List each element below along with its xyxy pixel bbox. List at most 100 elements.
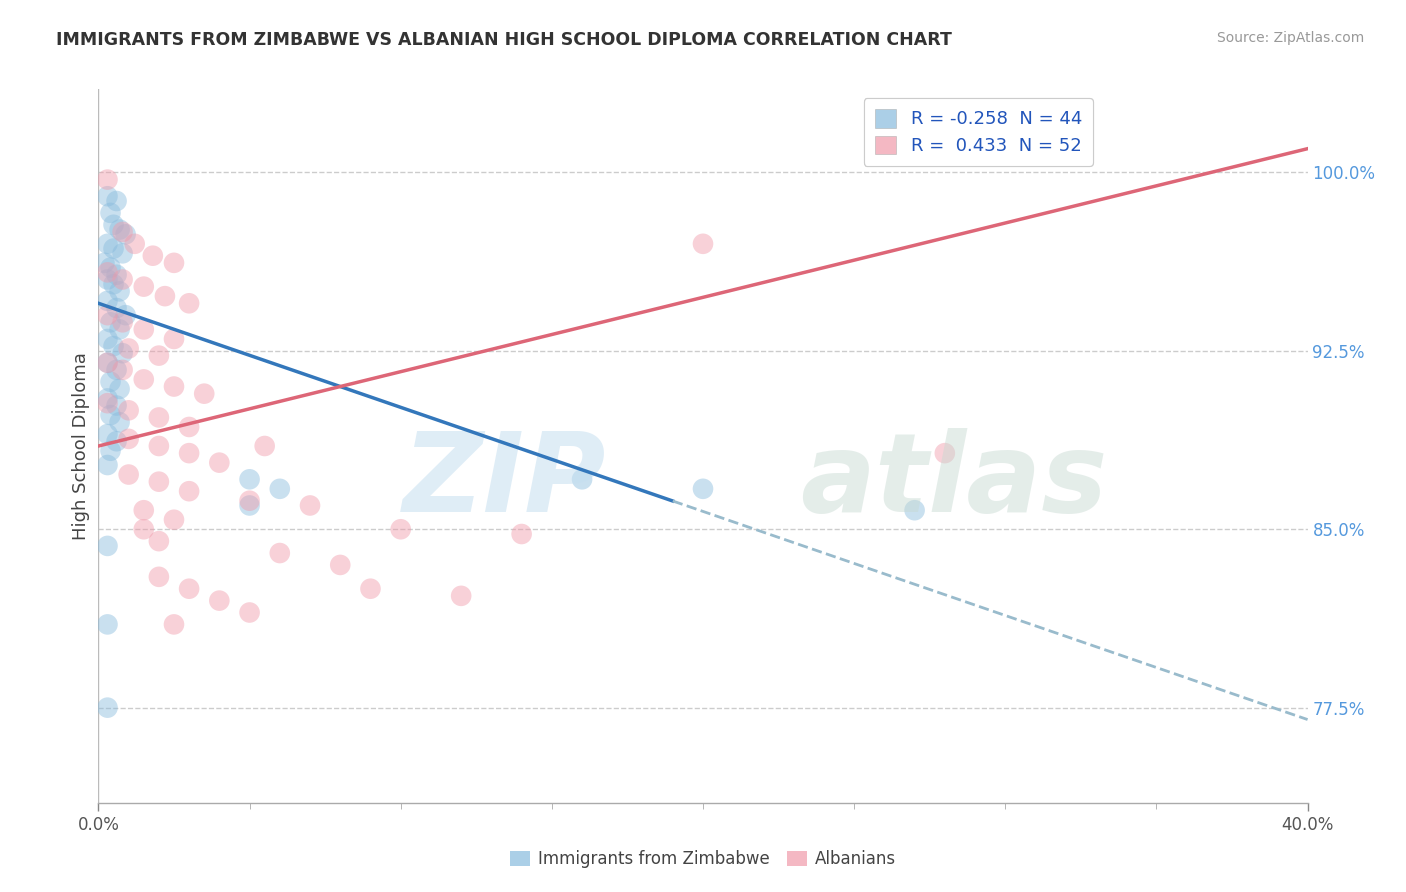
Point	[111, 225, 134, 239]
Point	[692, 482, 714, 496]
Point	[100, 260, 122, 275]
Point	[450, 589, 472, 603]
Point	[132, 279, 155, 293]
Point	[179, 446, 201, 460]
Point	[148, 439, 170, 453]
Point	[96, 293, 118, 308]
Point	[571, 472, 593, 486]
Point	[96, 308, 118, 322]
Point	[389, 522, 412, 536]
Point	[103, 242, 125, 256]
Point	[108, 415, 131, 429]
Text: Source: ZipAtlas.com: Source: ZipAtlas.com	[1216, 31, 1364, 45]
Point	[105, 194, 128, 208]
Point	[148, 570, 170, 584]
Point	[93, 256, 115, 270]
Point	[179, 484, 201, 499]
Point	[105, 301, 128, 315]
Point	[96, 356, 118, 370]
Point	[96, 392, 118, 406]
Point	[103, 218, 125, 232]
Point	[111, 246, 134, 260]
Point	[108, 222, 131, 236]
Point	[179, 420, 201, 434]
Point	[163, 513, 186, 527]
Point	[96, 236, 118, 251]
Point	[269, 546, 291, 560]
Point	[103, 339, 125, 353]
Point	[329, 558, 352, 572]
Point	[692, 236, 714, 251]
Point	[179, 296, 201, 310]
Point	[163, 617, 186, 632]
Point	[934, 446, 956, 460]
Point	[239, 499, 262, 513]
Point	[269, 482, 291, 496]
Legend: Immigrants from Zimbabwe, Albanians: Immigrants from Zimbabwe, Albanians	[503, 844, 903, 875]
Point	[100, 206, 122, 220]
Point	[208, 456, 231, 470]
Point	[100, 375, 122, 389]
Point	[96, 356, 118, 370]
Point	[114, 308, 136, 322]
Point	[239, 472, 262, 486]
Point	[239, 493, 262, 508]
Point	[132, 503, 155, 517]
Point	[96, 617, 118, 632]
Point	[118, 403, 141, 417]
Point	[114, 227, 136, 242]
Point	[96, 265, 118, 279]
Text: ZIP: ZIP	[402, 428, 606, 535]
Point	[132, 522, 155, 536]
Y-axis label: High School Diploma: High School Diploma	[72, 352, 90, 540]
Point	[100, 408, 122, 422]
Point	[96, 332, 118, 346]
Point	[163, 256, 186, 270]
Point	[142, 249, 165, 263]
Point	[510, 527, 533, 541]
Point	[163, 379, 186, 393]
Text: atlas: atlas	[800, 428, 1107, 535]
Point	[96, 172, 118, 186]
Text: IMMIGRANTS FROM ZIMBABWE VS ALBANIAN HIGH SCHOOL DIPLOMA CORRELATION CHART: IMMIGRANTS FROM ZIMBABWE VS ALBANIAN HIG…	[56, 31, 952, 49]
Point	[163, 332, 186, 346]
Point	[111, 272, 134, 286]
Point	[111, 363, 134, 377]
Point	[96, 427, 118, 442]
Point	[193, 386, 215, 401]
Point	[118, 342, 141, 356]
Point	[904, 503, 927, 517]
Point	[208, 593, 231, 607]
Point	[132, 322, 155, 336]
Point	[108, 382, 131, 396]
Legend: R = -0.258  N = 44, R =  0.433  N = 52: R = -0.258 N = 44, R = 0.433 N = 52	[863, 98, 1092, 166]
Point	[118, 467, 141, 482]
Point	[360, 582, 382, 596]
Point	[111, 346, 134, 360]
Point	[253, 439, 276, 453]
Point	[103, 277, 125, 292]
Point	[96, 189, 118, 203]
Point	[148, 534, 170, 549]
Point	[108, 322, 131, 336]
Point	[111, 315, 134, 329]
Point	[148, 349, 170, 363]
Point	[105, 434, 128, 449]
Point	[96, 396, 118, 410]
Point	[118, 432, 141, 446]
Point	[124, 236, 146, 251]
Point	[239, 606, 262, 620]
Point	[132, 372, 155, 386]
Point	[100, 443, 122, 458]
Point	[96, 272, 118, 286]
Point	[105, 363, 128, 377]
Point	[148, 410, 170, 425]
Point	[96, 700, 118, 714]
Point	[105, 399, 128, 413]
Point	[96, 458, 118, 472]
Point	[100, 315, 122, 329]
Point	[179, 582, 201, 596]
Point	[153, 289, 176, 303]
Point	[299, 499, 322, 513]
Point	[96, 539, 118, 553]
